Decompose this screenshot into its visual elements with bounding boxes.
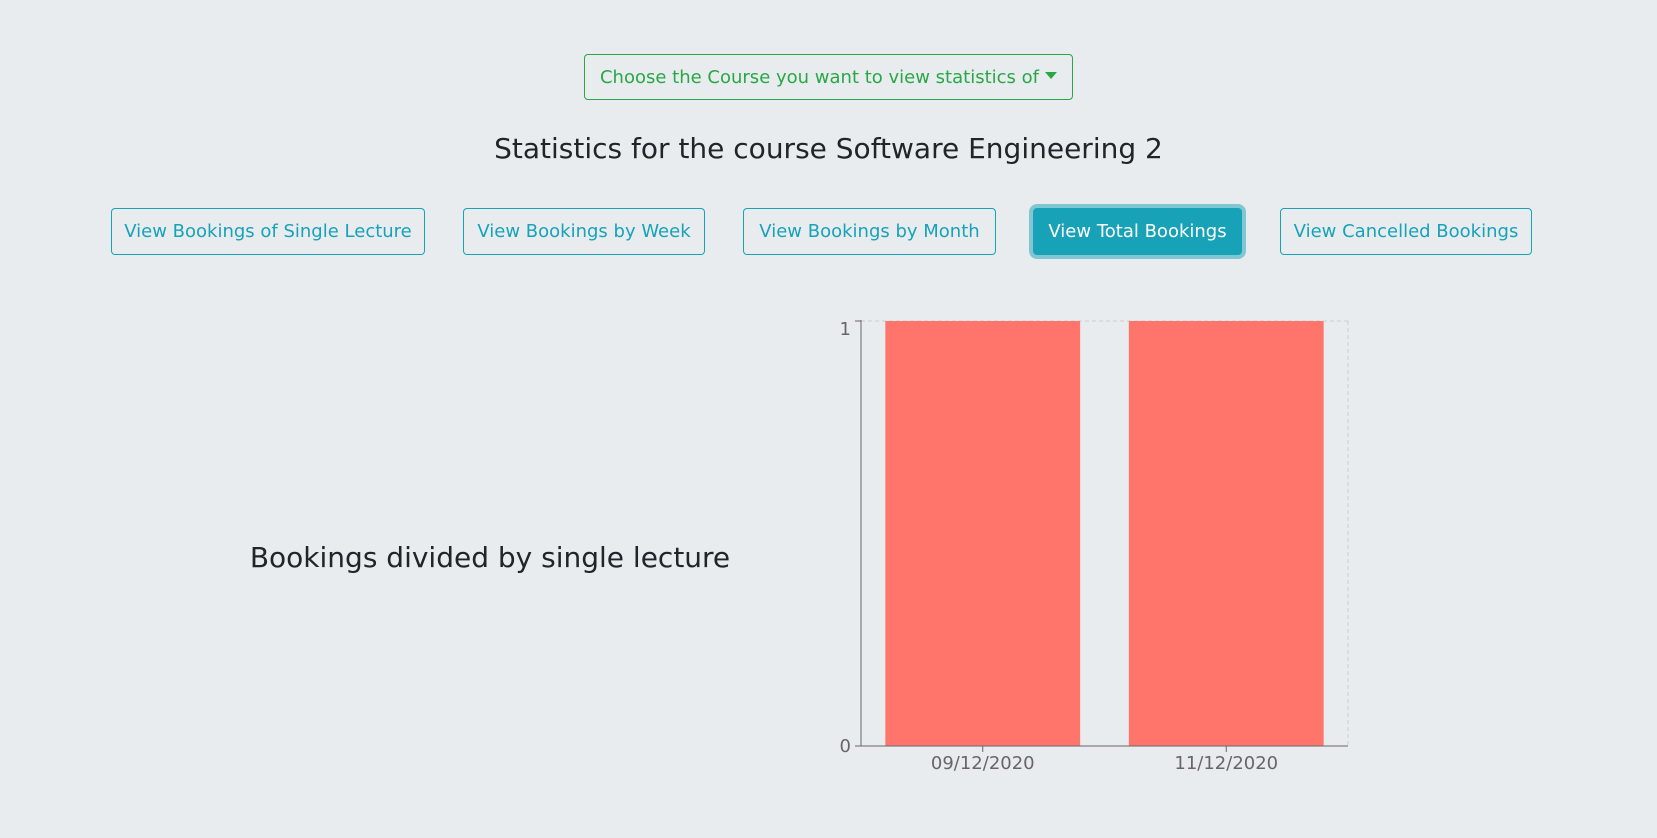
view-cancelled-bookings-button[interactable]: View Cancelled Bookings xyxy=(1280,208,1532,255)
bar-09-12-2020 xyxy=(885,321,1081,746)
course-dropdown-button[interactable]: Choose the Course you want to view stati… xyxy=(583,54,1073,100)
view-single-lecture-button[interactable]: View Bookings of Single Lecture xyxy=(111,208,425,255)
chart-bars xyxy=(885,321,1324,746)
y-tick-label: 1 xyxy=(840,319,851,340)
chart-frame xyxy=(861,320,1349,746)
view-by-month-label: View Bookings by Month xyxy=(759,221,980,242)
view-single-lecture-label: View Bookings of Single Lecture xyxy=(124,221,412,242)
chart-heading: Bookings divided by single lecture xyxy=(249,541,731,574)
chart-axes xyxy=(855,320,1348,752)
course-dropdown-label: Choose the Course you want to view stati… xyxy=(599,66,1039,88)
page-title: Statistics for the course Software Engin… xyxy=(494,132,1163,165)
view-by-week-label: View Bookings by Week xyxy=(477,221,691,242)
view-by-week-button[interactable]: View Bookings by Week xyxy=(463,208,705,255)
view-total-bookings-label: View Total Bookings xyxy=(1048,221,1227,242)
x-tick-label: 09/12/2020 xyxy=(931,753,1035,774)
bar-11-12-2020 xyxy=(1128,321,1324,746)
caret-down-icon xyxy=(1045,71,1057,79)
chart-labels: 0 1 09/12/2020 11/12/2020 xyxy=(840,319,1279,774)
view-total-bookings-button[interactable]: View Total Bookings xyxy=(1033,208,1242,255)
view-cancelled-bookings-label: View Cancelled Bookings xyxy=(1293,221,1519,242)
course-dropdown-container: Choose the Course you want to view stati… xyxy=(0,54,1657,100)
view-by-month-button[interactable]: View Bookings by Month xyxy=(743,208,996,255)
y-tick-label: 0 xyxy=(840,736,851,757)
x-tick-label: 11/12/2020 xyxy=(1174,753,1278,774)
